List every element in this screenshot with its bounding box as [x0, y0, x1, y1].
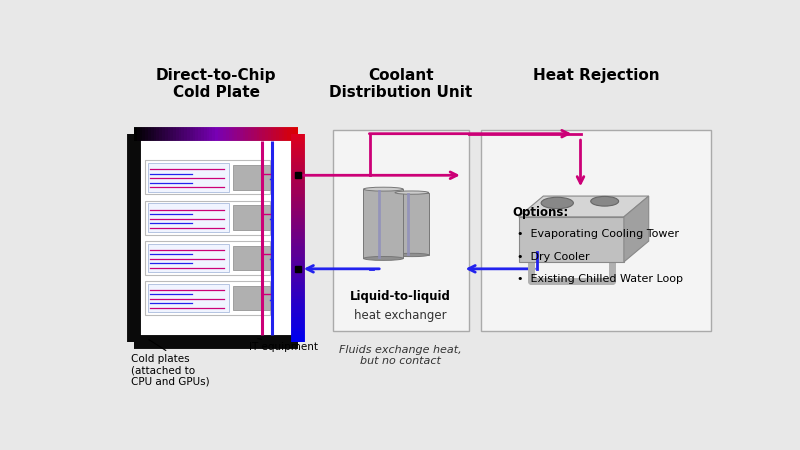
Text: Direct-to-Chip
Cold Plate: Direct-to-Chip Cold Plate [156, 68, 277, 100]
FancyBboxPatch shape [395, 193, 429, 255]
FancyBboxPatch shape [233, 205, 270, 230]
Ellipse shape [363, 187, 403, 191]
Text: Fluids exchange heat,
but no contact: Fluids exchange heat, but no contact [339, 345, 462, 366]
Ellipse shape [590, 196, 618, 206]
Text: •  Evaporating Cooling Tower: • Evaporating Cooling Tower [518, 229, 679, 239]
Ellipse shape [363, 256, 403, 261]
Ellipse shape [395, 191, 429, 194]
Text: IT equipment: IT equipment [249, 342, 318, 351]
FancyBboxPatch shape [148, 243, 230, 272]
FancyBboxPatch shape [148, 203, 230, 232]
FancyBboxPatch shape [482, 130, 710, 331]
FancyBboxPatch shape [148, 163, 230, 192]
Text: •  Existing Chilled Water Loop: • Existing Chilled Water Loop [518, 274, 683, 284]
Polygon shape [518, 196, 649, 217]
FancyBboxPatch shape [148, 284, 230, 312]
Polygon shape [624, 196, 649, 262]
FancyBboxPatch shape [363, 189, 403, 258]
Text: Options:: Options: [512, 207, 569, 220]
FancyBboxPatch shape [233, 286, 270, 310]
Text: •  Dry Cooler: • Dry Cooler [518, 252, 590, 261]
Text: heat exchanger: heat exchanger [354, 309, 447, 322]
Text: Heat Rejection: Heat Rejection [533, 68, 659, 83]
FancyBboxPatch shape [146, 160, 270, 194]
FancyBboxPatch shape [518, 217, 624, 262]
Text: Coolant
Distribution Unit: Coolant Distribution Unit [329, 68, 472, 100]
FancyBboxPatch shape [333, 130, 469, 331]
FancyBboxPatch shape [233, 165, 270, 189]
FancyBboxPatch shape [146, 241, 270, 274]
Ellipse shape [395, 253, 429, 256]
Ellipse shape [541, 197, 574, 209]
FancyBboxPatch shape [134, 134, 298, 342]
FancyBboxPatch shape [146, 201, 270, 234]
Text: Cold plates
(attached to
CPU and GPUs): Cold plates (attached to CPU and GPUs) [131, 354, 210, 387]
FancyBboxPatch shape [146, 281, 270, 315]
Text: Liquid-to-liquid: Liquid-to-liquid [350, 290, 451, 303]
FancyBboxPatch shape [233, 246, 270, 270]
